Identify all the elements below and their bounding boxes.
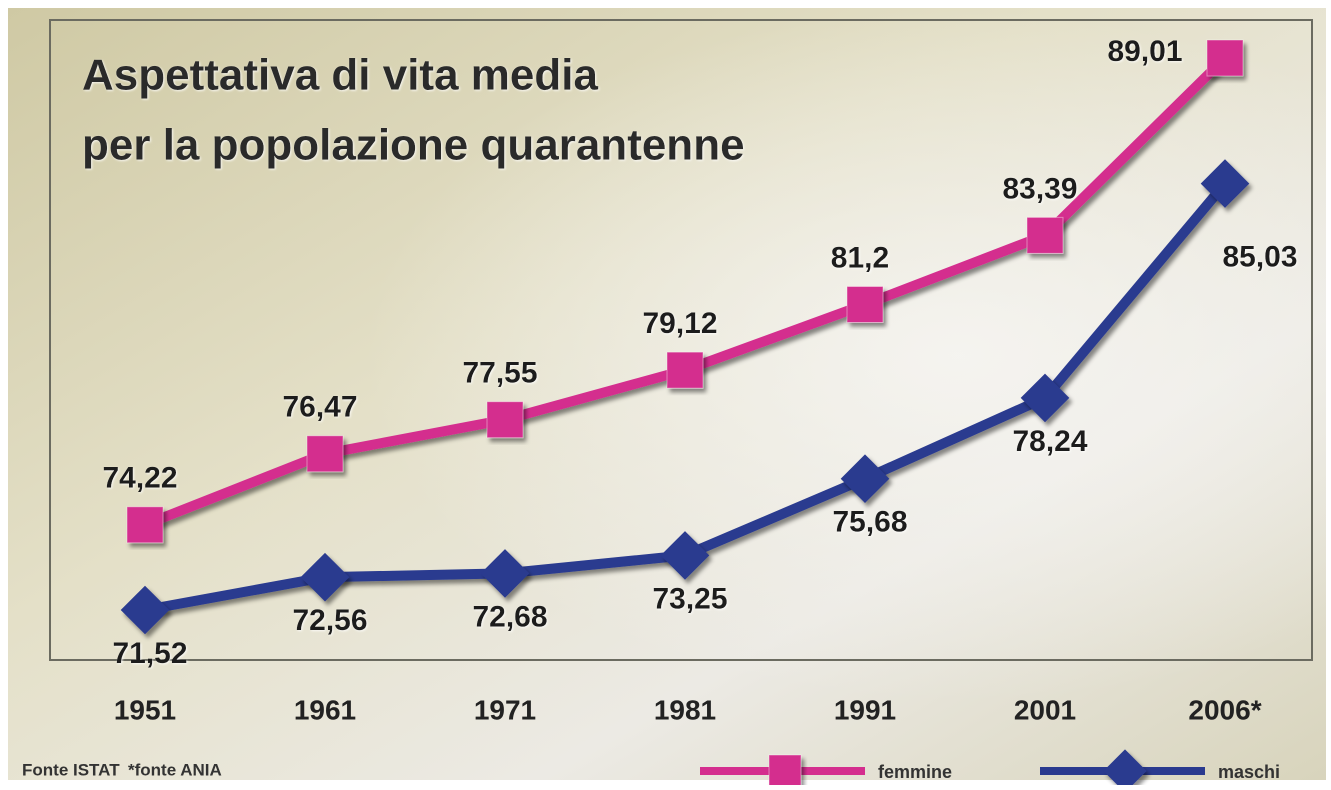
marker — [1027, 217, 1063, 253]
marker — [847, 286, 883, 322]
chart: Aspettativa di vita media per la popolazi… — [0, 0, 1331, 785]
legend-label: femmine — [878, 762, 952, 782]
chart-title: per la popolazione quarantenne — [82, 121, 745, 170]
x-tick-label: 1951 — [114, 694, 176, 725]
data-label: 75,68 — [832, 506, 907, 539]
source: Fonte ISTAT — [22, 760, 120, 779]
marker — [307, 436, 343, 472]
data-label: 71,52 — [112, 637, 187, 670]
x-tick-label: 2006* — [1188, 694, 1261, 725]
marker — [769, 755, 801, 785]
data-label: 76,47 — [282, 391, 357, 424]
data-label: 78,24 — [1012, 425, 1087, 458]
data-label: 85,03 — [1222, 241, 1297, 274]
marker — [667, 352, 703, 388]
x-tick-label: 2001 — [1014, 694, 1076, 725]
legend-label: maschi — [1218, 762, 1280, 782]
chart-title: Aspettativa di vita media — [82, 51, 598, 100]
data-label: 79,12 — [642, 307, 717, 340]
data-label: 74,22 — [102, 462, 177, 495]
marker — [127, 507, 163, 543]
data-label: 81,2 — [831, 241, 889, 274]
marker — [487, 402, 523, 438]
data-label: 73,25 — [652, 582, 727, 615]
note: *fonte ANIA — [128, 760, 222, 779]
data-label: 89,01 — [1107, 35, 1182, 68]
data-label: 83,39 — [1002, 172, 1077, 205]
data-label: 77,55 — [462, 357, 537, 390]
data-label: 72,56 — [292, 604, 367, 637]
data-label: 72,68 — [472, 600, 547, 633]
x-tick-label: 1971 — [474, 694, 536, 725]
marker — [1207, 40, 1243, 76]
x-tick-label: 1981 — [654, 694, 716, 725]
x-tick-label: 1991 — [834, 694, 896, 725]
x-tick-label: 1961 — [294, 694, 356, 725]
